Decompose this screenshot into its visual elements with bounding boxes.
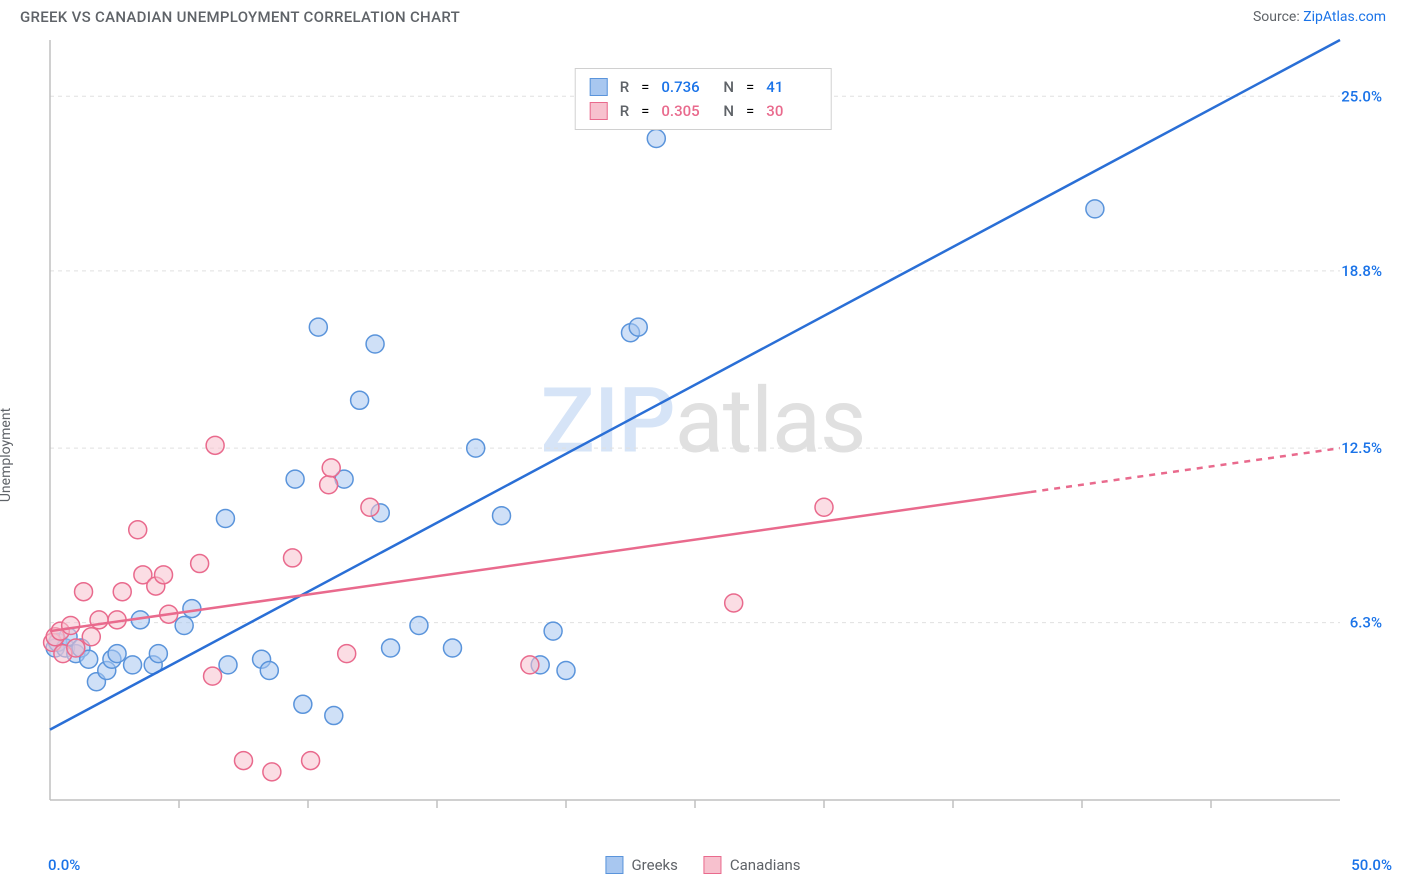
- n-value-greeks: 41: [766, 75, 816, 99]
- correlation-legend: R = 0.736 N = 41 R = 0.305 N = 30: [575, 68, 832, 130]
- swatch-canadians: [704, 856, 722, 874]
- source-prefix: Source:: [1253, 9, 1303, 25]
- swatch-greeks: [590, 78, 608, 96]
- legend-item-canadians: Canadians: [704, 856, 801, 874]
- y-axis-label: Unemployment: [0, 408, 14, 502]
- chart-area: Unemployment ZIPatlas 6.3%12.5%18.8%25.0…: [0, 30, 1406, 880]
- x-axis-max-label: 50.0%: [1351, 856, 1392, 874]
- source-name: ZipAtlas.com: [1303, 9, 1386, 25]
- source-attribution: Source: ZipAtlas.com: [1253, 9, 1386, 25]
- legend-item-greeks: Greeks: [605, 856, 677, 874]
- n-label: N: [723, 99, 734, 123]
- legend-label-canadians: Canadians: [730, 856, 801, 874]
- svg-text:12.5%: 12.5%: [1341, 439, 1382, 457]
- r-value-greeks: 0.736: [661, 75, 711, 99]
- x-axis-min-label: 0.0%: [48, 856, 80, 874]
- legend-row-greeks: R = 0.736 N = 41: [590, 75, 817, 99]
- svg-text:18.8%: 18.8%: [1341, 262, 1382, 280]
- scatter-plot: 6.3% 12.5% 18.8% 25.0%: [40, 30, 1400, 850]
- chart-title: GREEK VS CANADIAN UNEMPLOYMENT CORRELATI…: [20, 8, 460, 26]
- n-value-canadians: 30: [766, 99, 816, 123]
- n-label: N: [723, 75, 734, 99]
- swatch-greeks: [605, 856, 623, 874]
- swatch-canadians: [590, 102, 608, 120]
- series-legend: Greeks Canadians: [605, 856, 800, 874]
- legend-label-greeks: Greeks: [631, 856, 677, 874]
- r-label: R: [620, 75, 629, 99]
- svg-text:25.0%: 25.0%: [1341, 87, 1382, 105]
- legend-row-canadians: R = 0.305 N = 30: [590, 99, 817, 123]
- chart-header: GREEK VS CANADIAN UNEMPLOYMENT CORRELATI…: [0, 0, 1406, 30]
- r-value-canadians: 0.305: [661, 99, 711, 123]
- svg-text:6.3%: 6.3%: [1350, 614, 1382, 632]
- r-label: R: [620, 99, 629, 123]
